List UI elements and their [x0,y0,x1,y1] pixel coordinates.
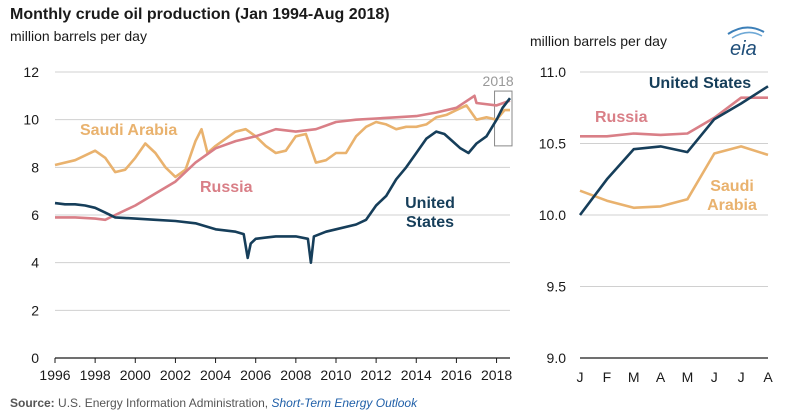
right-series-line-united-states [578,85,769,216]
left-y-tick-label: 8 [31,159,39,175]
left-y-tick-label: 2 [31,302,39,318]
source-note: Source: U.S. Energy Information Administ… [10,396,417,410]
right-x-tick-label: M [628,369,640,385]
right-series-label-russia: Russia [595,109,648,126]
left-x-tick-label: 2016 [441,367,472,383]
left-y-tick-label: 4 [31,255,39,271]
right-x-tick-label: J [577,369,584,385]
right-x-tick-label: A [656,369,666,385]
left-x-tick-label: 2006 [240,367,271,383]
left-x-tick-label: 2014 [401,367,432,383]
right-y-tick-label: 11.0 [540,64,566,80]
left-x-tick-label: 2018 [481,367,512,383]
left-series-label-russia: Russia [200,179,253,196]
right-y-tick-label: 9.0 [547,350,567,366]
logo-text: eia [730,38,757,60]
right-y-axis-unit: million barrels per day [530,33,667,49]
left-x-tick-label: 2000 [120,367,151,383]
source-link[interactable]: Short-Term Energy Outlook [271,396,418,410]
left-y-axis-unit: million barrels per day [10,28,147,44]
left-x-tick-label: 2012 [361,367,392,383]
left-series-line-russia [55,94,511,222]
left-y-tick-label: 10 [23,112,39,128]
source-text: U.S. Energy Information Administration, [58,396,269,410]
left-x-tick-label: 2002 [160,367,191,383]
left-y-tick-label: 0 [31,350,39,366]
left-series-label-saudi-arabia: Saudi Arabia [80,122,177,139]
right-series-label-saudi-arabia: Saudi [710,178,754,195]
left-x-tick-label: 1998 [80,367,111,383]
eia-logo-icon: eia [727,26,765,60]
right-series-label-saudi-arabia: Arabia [707,197,757,214]
left-x-tick-label: 2008 [280,367,311,383]
right-y-tick-label: 10.0 [539,207,566,223]
left-y-tick-label: 12 [23,64,39,80]
right-x-tick-label: J [738,369,745,385]
right-series-line-russia [580,96,768,138]
source-label: Source: [10,396,55,410]
left-x-tick-label: 2004 [200,367,231,383]
left-x-tick-label: 2010 [320,367,351,383]
right-y-tick-label: 10.5 [539,136,566,152]
right-series-label-united-states: United States [649,75,751,92]
left-y-tick-label: 6 [31,207,39,223]
right-x-tick-label: F [603,369,612,385]
right-x-tick-label: J [711,369,718,385]
left-series-line-united-states [54,97,512,265]
left-series-label-united-states: States [406,214,454,231]
left-x-tick-label: 1996 [39,367,70,383]
left-series-label-united-states: United [405,195,455,212]
right-y-tick-label: 9.5 [547,279,567,295]
left-series-line-saudi-arabia [54,104,510,179]
chart-title: Monthly crude oil production (Jan 1994-A… [10,6,390,23]
highlight-box-label: 2018 [483,73,514,89]
right-x-tick-label: M [682,369,694,385]
right-series-line-saudi-arabia [579,145,769,210]
right-x-tick-label: A [763,369,773,385]
